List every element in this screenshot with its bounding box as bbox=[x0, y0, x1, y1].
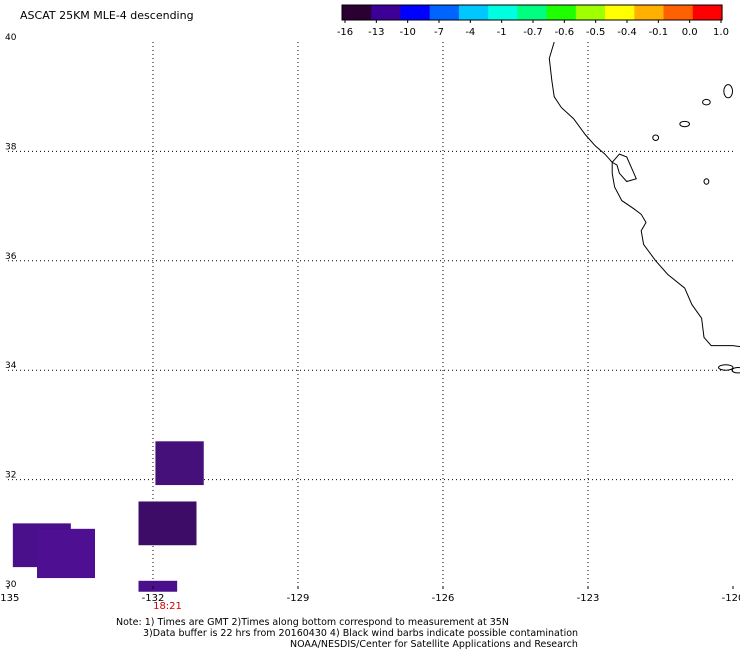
colorbar-tick-label: -13 bbox=[368, 27, 384, 38]
lake-outline bbox=[731, 366, 740, 374]
bay-outline bbox=[611, 153, 637, 183]
lon-label: -135 bbox=[0, 593, 19, 604]
lat-label: 40 bbox=[5, 33, 17, 43]
swath-cell bbox=[138, 501, 197, 546]
colorbar: -16 -13 -10 -7 -4 -1 -0.7 -0.6 -0.5 -0.4 -0.1 0.0 1.… bbox=[337, 4, 729, 38]
map-area: -135 -132 -129 -126 -123 -120 30 32 34 36 38 40 18:2… bbox=[0, 33, 740, 612]
lake-outline bbox=[679, 120, 691, 128]
lat-label: 36 bbox=[5, 252, 17, 262]
colorbar-tick-label: -4 bbox=[465, 27, 475, 38]
lake-outline bbox=[703, 178, 710, 185]
lon-label: -129 bbox=[287, 593, 310, 604]
colorbar-segment bbox=[429, 5, 460, 20]
colorbar-tick-label: -7 bbox=[434, 27, 444, 38]
note-line-1: Note: 1) Times are GMT 2)Times along bot… bbox=[116, 617, 509, 628]
colorbar-segment bbox=[371, 5, 402, 20]
colorbar-tick-label: -0.6 bbox=[555, 27, 575, 38]
lat-label: 34 bbox=[5, 361, 17, 371]
swath-cell bbox=[155, 441, 204, 486]
lake-outline bbox=[723, 84, 734, 99]
colorbar-tick-label: -0.4 bbox=[617, 27, 637, 38]
colorbar-tick-label: -0.1 bbox=[649, 27, 669, 38]
lake-outline bbox=[702, 98, 711, 106]
figure-title: ASCAT 25KM MLE-4 descending bbox=[20, 9, 194, 22]
colorbar-tick-label: -0.7 bbox=[523, 27, 543, 38]
note-line-3: NOAA/NESDIS/Center for Satellite Applica… bbox=[290, 639, 578, 650]
lon-label: -123 bbox=[577, 593, 600, 604]
colorbar-tick-label: -16 bbox=[337, 27, 353, 38]
colorbar-tick-label: 1.0 bbox=[713, 27, 729, 38]
colorbar-tick-label: -0.5 bbox=[586, 27, 606, 38]
colorbar-segment bbox=[400, 5, 431, 20]
colorbar-segment bbox=[575, 5, 606, 20]
lon-label: -120 bbox=[722, 593, 740, 604]
colorbar-tick-label: -10 bbox=[399, 27, 415, 38]
colorbar-segment bbox=[634, 5, 665, 20]
colorbar-segment bbox=[605, 5, 635, 20]
lat-label: 38 bbox=[5, 142, 17, 152]
lon-label: -132 bbox=[142, 593, 165, 604]
colorbar-segment bbox=[692, 5, 723, 20]
note-line-2: 3)Data buffer is 22 hrs from 20160430 4)… bbox=[143, 628, 579, 639]
colorbar-segment bbox=[517, 5, 548, 20]
colorbar-tick-label: -1 bbox=[497, 27, 507, 38]
lat-label: 30 bbox=[5, 580, 17, 590]
coastline bbox=[548, 41, 740, 348]
lat-label: 32 bbox=[5, 471, 16, 481]
colorbar-tick-label: 0.0 bbox=[682, 27, 698, 38]
colorbar-frame bbox=[341, 4, 723, 21]
lake-outline bbox=[718, 364, 734, 371]
colorbar-segment bbox=[488, 5, 518, 20]
colorbar-segment bbox=[342, 5, 372, 20]
colorbar-segment bbox=[458, 5, 489, 20]
lake-outline bbox=[652, 134, 660, 141]
swath-cell bbox=[138, 580, 178, 592]
swath-cell bbox=[37, 528, 95, 579]
lon-label: -126 bbox=[432, 593, 455, 604]
colorbar-segment bbox=[663, 5, 694, 20]
time-label: 18:21 bbox=[153, 601, 182, 612]
colorbar-segment bbox=[546, 5, 577, 20]
